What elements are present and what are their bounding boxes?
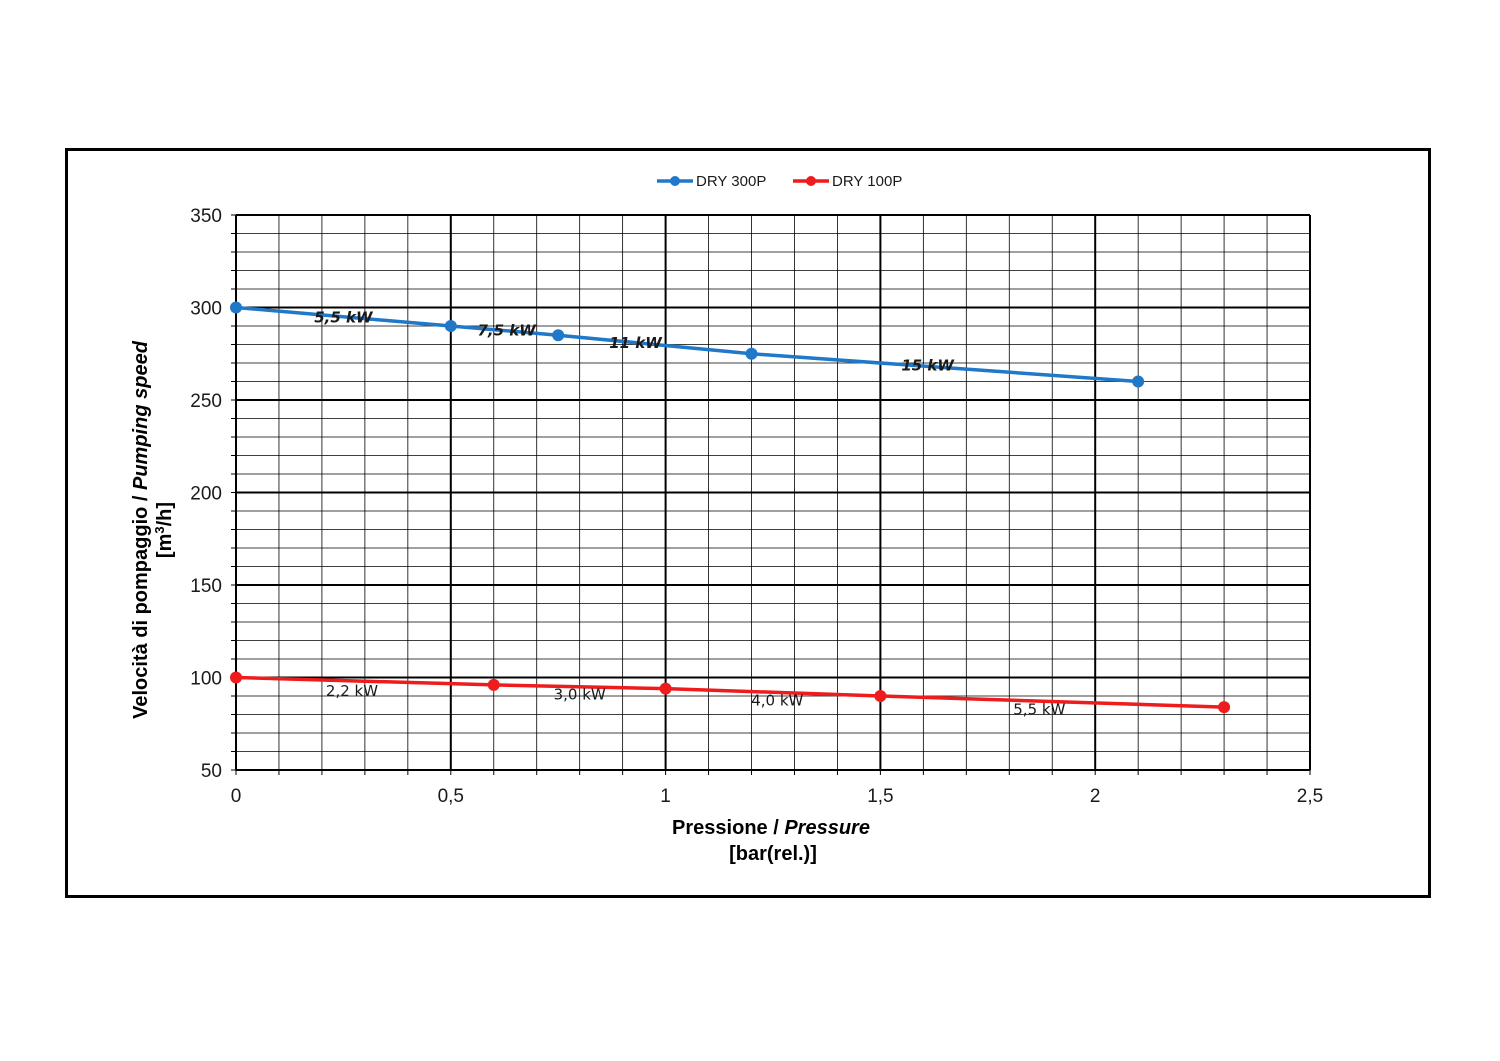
data-point [487, 678, 500, 691]
data-point [230, 671, 242, 684]
power-label: 4,0 kW [751, 691, 803, 709]
data-point [874, 690, 887, 702]
data-point [444, 320, 457, 332]
tick-labels: 0 0,5 1 1,5 2 2,5 50 100 150 200 250 300 350 [190, 206, 1323, 807]
legend-marker [806, 176, 816, 186]
data-point [1218, 701, 1231, 714]
data-point [659, 682, 672, 695]
x-axis-title: Pressione / Pressure [672, 817, 870, 839]
major-gridlines [236, 214, 1310, 770]
series-dry-300p [230, 301, 1145, 388]
series-group [230, 301, 1231, 714]
power-label: 7,5 kW [477, 321, 537, 339]
power-label: 5,5 kW [314, 308, 374, 326]
power-label: 5,5 kW [1013, 701, 1065, 719]
power-label: 11 kW [609, 334, 663, 352]
series-dry-100p [230, 671, 1231, 714]
y-tick-label: 200 [190, 484, 222, 505]
legend-item: DRY 300P [657, 173, 766, 190]
x-tick-label: 2 [1090, 786, 1101, 807]
x-tick-label: 0 [231, 786, 242, 807]
series-line [235, 675, 1225, 709]
legend-label: DRY 300P [696, 173, 766, 190]
data-point [230, 301, 242, 314]
legend-item: DRY 100P [793, 173, 902, 190]
data-point [552, 329, 565, 342]
x-tick-label: 1,5 [867, 786, 893, 807]
legend-marker [670, 176, 680, 186]
x-axis-unit: [bar(rel.)] [729, 843, 817, 865]
x-tick-label: 0,5 [438, 786, 464, 807]
legend: DRY 300P DRY 100P [657, 173, 902, 190]
legend-label: DRY 100P [832, 173, 902, 190]
y-tick-label: 50 [201, 761, 222, 782]
y-tick-label: 300 [190, 299, 222, 320]
y-tick-label: 150 [190, 576, 222, 597]
power-label: 15 kW [901, 356, 955, 374]
data-point [745, 347, 758, 360]
y-axis-unit: [m3/h] [152, 502, 176, 558]
y-tick-label: 250 [190, 391, 222, 412]
y-tick-label: 350 [190, 206, 222, 227]
power-label: 3,0 kW [554, 686, 606, 704]
y-axis-title: Velocità di pompaggio / Pumping speed [130, 340, 152, 719]
power-label: 2,2 kW [326, 682, 378, 700]
y-tick-label: 100 [190, 669, 222, 690]
chart-frame [65, 148, 1431, 898]
x-tick-label: 2,5 [1297, 786, 1323, 807]
data-point [1132, 375, 1145, 388]
power-labels: 5,5 kW 7,5 kW 11 kW 15 kW 2,2 kW 3,0 kW 4,0 kW… [314, 308, 1065, 718]
x-tick-label: 1 [660, 786, 671, 807]
